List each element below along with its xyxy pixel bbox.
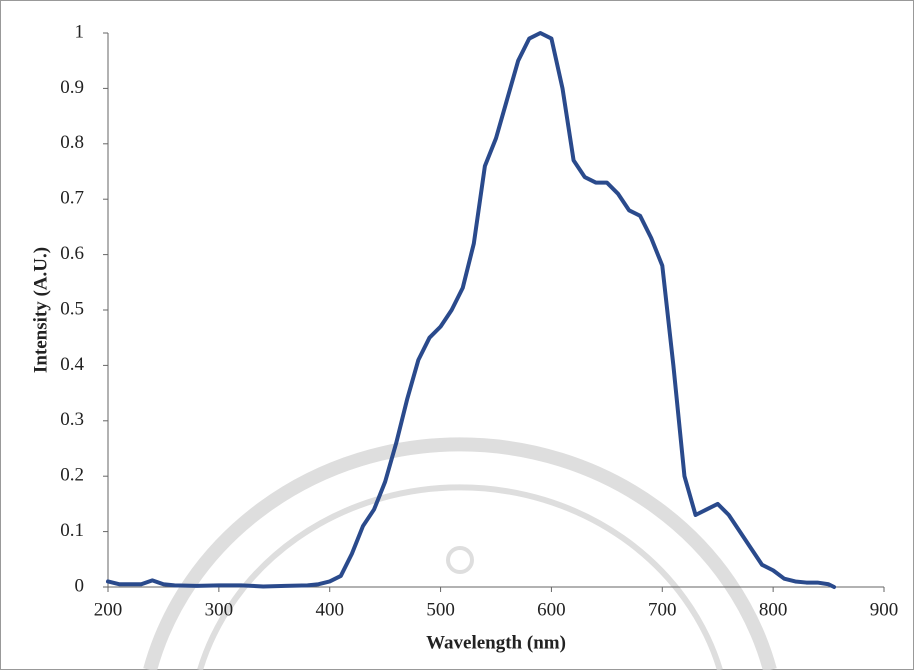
y-tick-label: 0.3: [60, 409, 84, 430]
x-tick-label: 500: [426, 599, 455, 620]
y-tick-label: 0.5: [60, 298, 84, 319]
x-tick-label: 800: [759, 599, 788, 620]
watermark-arc: [197, 484, 723, 670]
watermark: [143, 437, 777, 670]
x-tick-label: 400: [315, 599, 344, 620]
y-tick-label: 0.8: [60, 132, 84, 153]
watermark-sun: [446, 546, 474, 574]
x-axis-title: Wavelength (nm): [426, 632, 566, 653]
x-tick-label: 900: [870, 599, 899, 620]
y-tick-label: 0: [75, 575, 85, 596]
x-tick-label: 600: [537, 599, 566, 620]
y-tick-label: 0.1: [60, 520, 84, 541]
x-tick-label: 700: [648, 599, 677, 620]
y-axis-title: Intensity (A.U.): [30, 247, 51, 373]
x-tick-label: 300: [205, 599, 234, 620]
y-tick-label: 1: [75, 21, 85, 42]
y-tick-label: 0.7: [60, 188, 84, 209]
y-tick-label: 0.6: [60, 243, 84, 264]
x-tick-label: 200: [94, 599, 123, 620]
y-tick-label: 0.9: [60, 77, 84, 98]
watermark-arc: [143, 437, 777, 670]
y-tick-label: 0.4: [60, 354, 84, 375]
data-line: [106, 31, 837, 589]
y-tick-label: 0.2: [60, 465, 84, 486]
